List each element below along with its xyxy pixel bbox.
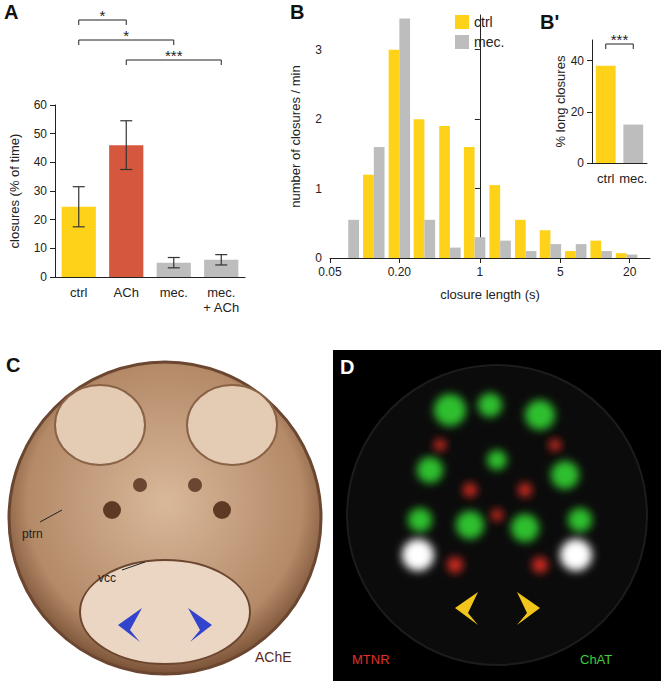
svg-text:20: 20: [623, 265, 637, 279]
svg-text:5: 5: [557, 265, 564, 279]
svg-text:20: 20: [571, 105, 585, 119]
svg-text:0: 0: [315, 251, 322, 265]
svg-text:0.05: 0.05: [318, 265, 342, 279]
svg-text:ACh: ACh: [114, 285, 139, 300]
svg-text:10: 10: [34, 241, 48, 255]
svg-text:mec.: mec.: [207, 285, 235, 300]
svg-text:*: *: [123, 27, 129, 44]
svg-text:D: D: [340, 356, 354, 378]
svg-text:1: 1: [315, 182, 322, 196]
svg-text:B': B': [540, 11, 559, 33]
svg-text:2: 2: [315, 112, 322, 126]
svg-text:mec.: mec.: [619, 171, 647, 186]
svg-text:MTNR: MTNR: [352, 652, 390, 667]
svg-text:ctrl: ctrl: [474, 14, 493, 30]
svg-text:ChAT: ChAT: [580, 652, 612, 667]
svg-text:ptrn: ptrn: [22, 527, 43, 541]
svg-text:% long closures: % long closures: [553, 55, 568, 147]
svg-text:B: B: [290, 1, 304, 23]
svg-text:60: 60: [34, 98, 48, 112]
svg-text:0: 0: [577, 156, 584, 170]
svg-text:+ ACh: + ACh: [203, 300, 239, 315]
svg-text:30: 30: [34, 184, 48, 198]
svg-text:0: 0: [40, 270, 47, 284]
svg-text:***: ***: [611, 31, 629, 48]
svg-text:40: 40: [571, 54, 585, 68]
svg-text:AChE: AChE: [255, 649, 292, 665]
svg-text:50: 50: [34, 127, 48, 141]
svg-text:0.20: 0.20: [388, 265, 412, 279]
svg-text:A: A: [4, 1, 18, 23]
svg-text:C: C: [6, 354, 20, 376]
svg-text:ctrl: ctrl: [597, 171, 614, 186]
svg-text:3: 3: [315, 43, 322, 57]
svg-text:vcc: vcc: [98, 571, 116, 585]
svg-text:20: 20: [34, 213, 48, 227]
svg-text:ctrl: ctrl: [70, 285, 87, 300]
svg-text:closure length (s): closure length (s): [440, 287, 540, 302]
svg-text:mec.: mec.: [160, 285, 188, 300]
svg-text:number of closures / min: number of closures / min: [288, 65, 303, 207]
svg-text:40: 40: [34, 155, 48, 169]
svg-text:mec.: mec.: [474, 34, 504, 50]
svg-text:1: 1: [477, 265, 484, 279]
svg-text:*: *: [100, 7, 106, 24]
svg-text:***: ***: [165, 47, 183, 64]
svg-text:closures (% of time): closures (% of time): [7, 134, 22, 249]
